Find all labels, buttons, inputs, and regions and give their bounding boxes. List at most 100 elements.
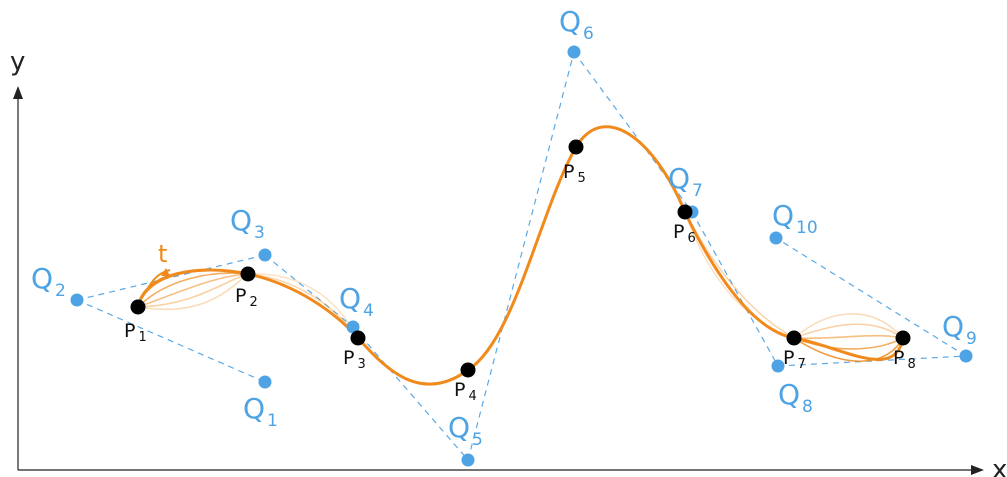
t-arrow-icon — [147, 269, 171, 289]
label-subscript: 8 — [802, 397, 813, 417]
y-axis-arrow-icon — [13, 86, 23, 99]
label-subscript: 4 — [468, 389, 476, 404]
family-curve — [137, 273, 249, 308]
guide-line — [264, 254, 354, 328]
guide-line — [467, 51, 575, 461]
family-curve — [793, 337, 904, 363]
control-point-marker — [769, 231, 783, 245]
label-letter: Q — [339, 282, 361, 315]
spline-curve — [136, 125, 905, 386]
label-letter: P — [235, 285, 246, 307]
family-curve — [793, 313, 904, 339]
label-letter: P — [124, 320, 135, 342]
family-curve — [793, 323, 904, 339]
label-subscript: 9 — [966, 329, 977, 349]
guide-line — [775, 237, 967, 357]
control-point-q10: Q 10 — [769, 199, 818, 245]
label-subscript: 2 — [249, 295, 257, 310]
label-letter: Q — [230, 204, 252, 237]
curve-point-marker — [677, 204, 693, 220]
guide-line — [352, 326, 469, 461]
family-curve — [137, 273, 249, 308]
curve-point-marker — [460, 362, 476, 378]
label-subscript: 6 — [583, 24, 594, 44]
curve-point-marker — [786, 330, 802, 346]
control-point-marker — [258, 375, 272, 389]
label-subscript: 10 — [796, 218, 818, 238]
label-subscript: 7 — [692, 181, 703, 201]
t-label: t — [158, 240, 167, 268]
label-letter: P — [673, 221, 684, 243]
label-subscript: 8 — [907, 357, 915, 372]
label-letter: Q — [668, 162, 690, 195]
label-subscript: 5 — [472, 430, 483, 450]
family-curve — [793, 334, 904, 340]
parameter-t-indicator: t — [147, 240, 171, 289]
control-point-marker — [771, 359, 785, 373]
label-subscript: 2 — [55, 281, 66, 301]
label-letter: Q — [31, 262, 53, 295]
control-point-marker — [461, 453, 475, 467]
curve-point-marker — [568, 139, 584, 155]
label-letter: P — [893, 347, 904, 369]
label-subscript: 4 — [363, 301, 374, 321]
control-point-marker — [959, 349, 973, 363]
label-subscript: 1 — [138, 330, 146, 345]
x-axis-arrow-icon — [971, 465, 984, 475]
label-letter: P — [454, 379, 465, 401]
label-letter: Q — [772, 199, 794, 232]
label-letter: P — [783, 347, 794, 369]
x-axis-label: x — [992, 455, 1007, 477]
control-polygon — [76, 51, 967, 461]
curve-point-marker — [240, 266, 256, 282]
label-letter: Q — [559, 5, 581, 38]
label-letter: P — [563, 161, 574, 183]
curve-point-marker — [130, 299, 146, 315]
control-point-marker — [70, 293, 84, 307]
control-point-marker — [258, 248, 272, 262]
label-letter: Q — [778, 378, 800, 411]
control-point-marker — [567, 45, 581, 59]
label-letter: Q — [942, 310, 964, 343]
guide-line — [691, 211, 779, 367]
curve-point-marker — [895, 330, 911, 346]
label-subscript: 3 — [254, 223, 265, 243]
label-letter: P — [343, 347, 354, 369]
label-subscript: 6 — [687, 231, 695, 246]
label-subscript: 3 — [357, 357, 365, 372]
control-point-label: Q 10 — [772, 199, 818, 238]
axes: y x — [10, 47, 1007, 477]
label-subscript: 1 — [267, 411, 278, 431]
